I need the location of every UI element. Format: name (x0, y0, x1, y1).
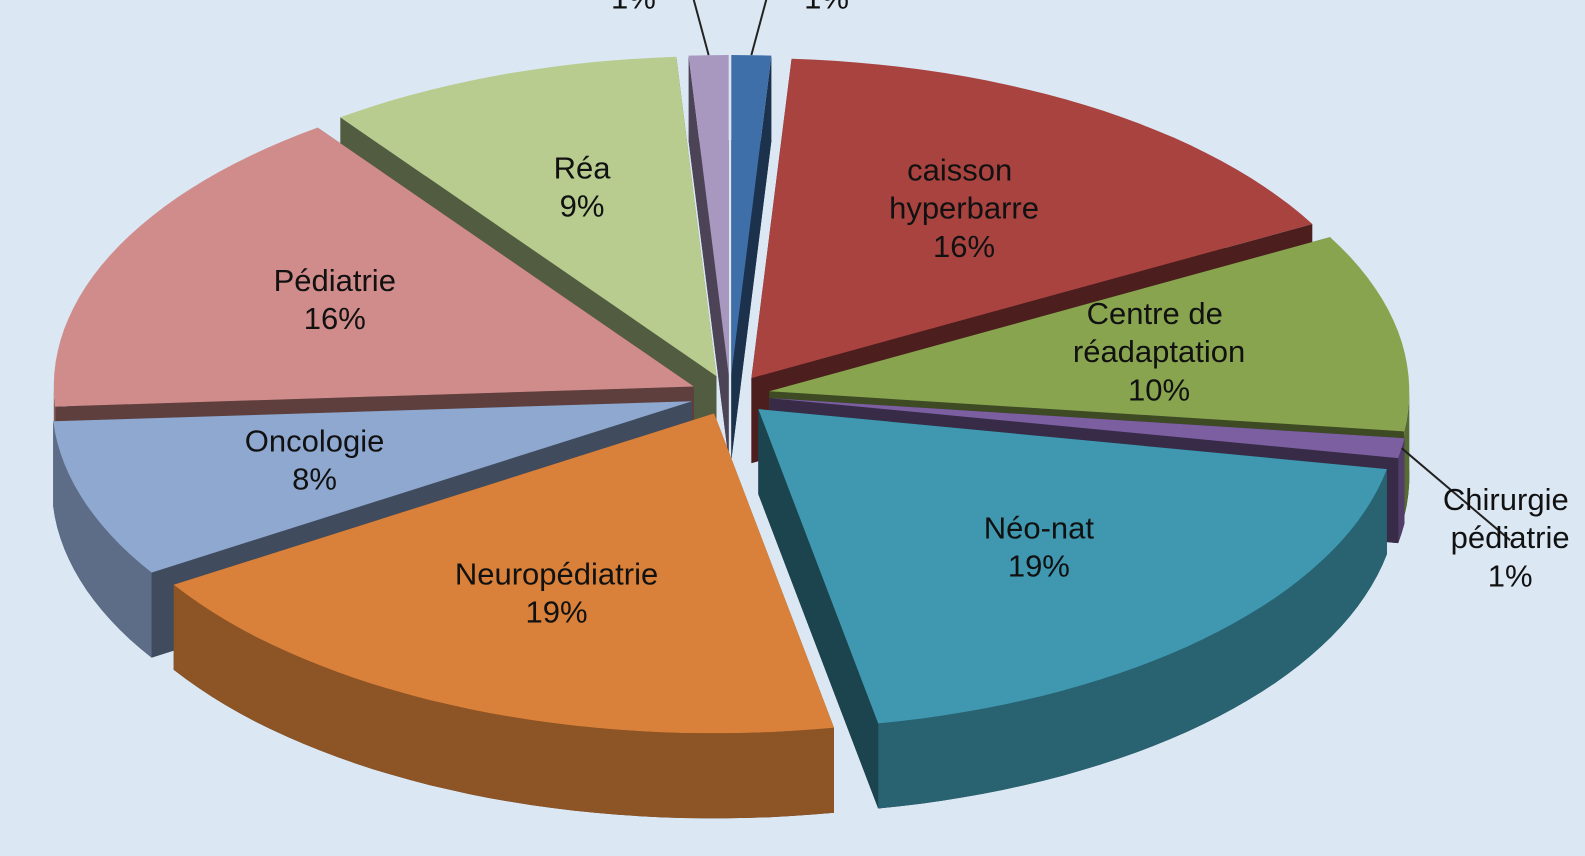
slice (751, 58, 1313, 379)
value-label: 8% (292, 462, 337, 497)
category-label: Centre de réadaptation (1073, 296, 1245, 369)
slice-wall (53, 421, 152, 658)
category-label-line: hyperbarre (889, 191, 1039, 226)
slice-side (731, 55, 772, 460)
category-label-line: Réa (554, 151, 612, 186)
category-label-line: Neuropédiatrie (455, 557, 658, 592)
slice (688, 55, 729, 375)
category-label: Chirurgie pédiatrie (1443, 482, 1577, 555)
category-label-line: réadaptation (1073, 334, 1245, 369)
value-label: 9% (560, 189, 605, 224)
category-label: caisson hyperbarre (889, 153, 1039, 226)
leader-line (1400, 447, 1511, 541)
value-label: 19% (1008, 549, 1070, 584)
leader-line (750, 0, 768, 56)
slice-wall (878, 469, 1387, 809)
category-label-line: Néo-nat (984, 511, 1095, 546)
slice (340, 56, 717, 377)
slice (758, 409, 1387, 724)
value-label: 1% (1488, 558, 1533, 593)
category-label-line: caisson (907, 153, 1021, 188)
slice (53, 401, 692, 573)
category-label-line: Pédiatrie (274, 263, 396, 298)
leader-line (692, 0, 710, 56)
category-label: Neuropédiatrie (455, 557, 658, 592)
value-label: 10% (1128, 372, 1190, 407)
value-label: 1% (611, 0, 656, 16)
slice-wall (1398, 438, 1405, 544)
category-label-line: Centre de (1087, 296, 1232, 331)
category-label-line: pédiatrie (1451, 520, 1570, 555)
category-label: Néo-nat (984, 511, 1095, 546)
slice-wall (173, 584, 834, 819)
slice (769, 398, 1405, 459)
value-label: 16% (933, 229, 995, 264)
category-label-line: Oncologie (245, 424, 385, 459)
category-label: Oncologie (245, 424, 385, 459)
slice (731, 55, 772, 460)
slice-wall (1404, 391, 1410, 517)
slice (173, 413, 834, 819)
slice (731, 55, 772, 375)
slice (688, 55, 729, 460)
category-label: Pédiatrie (274, 263, 396, 298)
category-label: Réa (554, 151, 612, 186)
value-label: 1% (804, 0, 849, 16)
value-label: 19% (526, 595, 588, 630)
category-label-line: Chirurgie (1443, 482, 1577, 517)
slice (173, 413, 834, 734)
slice (53, 127, 694, 407)
slice (758, 409, 1387, 809)
slice-side (758, 409, 879, 809)
value-label: 16% (304, 301, 366, 336)
slice-side (688, 55, 729, 460)
slice (769, 237, 1410, 432)
